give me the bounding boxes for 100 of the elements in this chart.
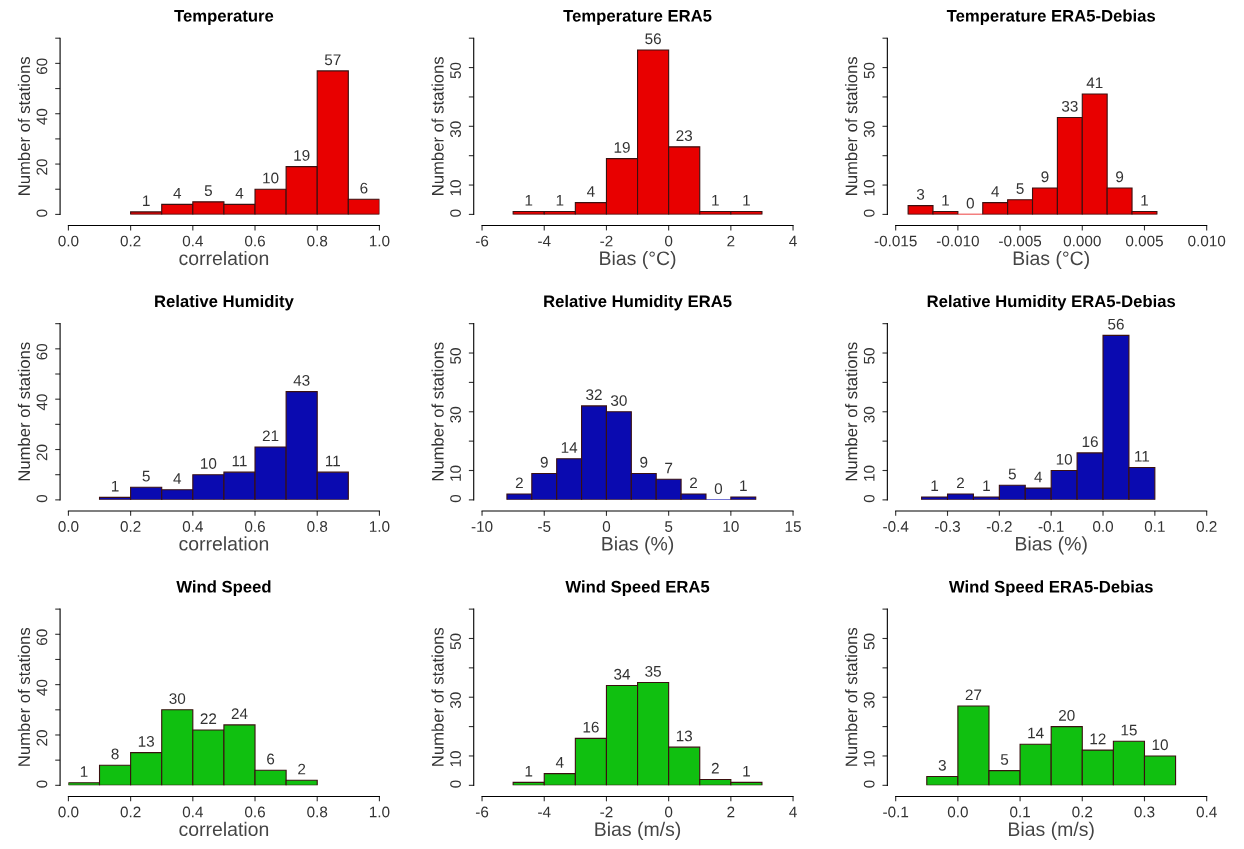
data-label: 4 xyxy=(235,187,244,199)
data-label: 32 xyxy=(586,389,602,401)
data-label: 1 xyxy=(740,480,747,491)
x-tick-label: 0 xyxy=(665,235,673,247)
data-label: 24 xyxy=(231,708,248,719)
y-axis-title: Number of stations xyxy=(431,56,444,195)
data-label: 10 xyxy=(1056,453,1073,465)
y-tick-label: 10 xyxy=(863,751,875,767)
y-tick-label: 30 xyxy=(863,692,875,709)
x-tick-label: -0.4 xyxy=(883,521,909,532)
y-tick-label: 10 xyxy=(863,465,875,481)
x-tick-label: 0.2 xyxy=(1072,806,1093,818)
data-label: 5 xyxy=(1000,754,1009,765)
data-label: 10 xyxy=(1152,739,1168,751)
x-tick-label: 0.0 xyxy=(58,235,79,247)
data-label: 9 xyxy=(540,456,548,468)
data-label: 2 xyxy=(298,763,306,775)
x-axis-title: Bias (°C) xyxy=(600,250,676,269)
data-label: 3 xyxy=(916,188,925,200)
data-label: 1 xyxy=(712,195,719,206)
data-label: 13 xyxy=(138,735,154,747)
data-label: 19 xyxy=(294,149,310,161)
x-axis-title: Bias (m/s) xyxy=(595,821,681,840)
y-tick-label: 50 xyxy=(450,348,461,364)
data-label: 5 xyxy=(204,185,212,197)
chart-title: Wind Speed xyxy=(176,580,271,596)
chart-title: Wind Speed ERA5 xyxy=(565,580,710,596)
x-tick-label: 15 xyxy=(785,521,801,532)
x-tick-label: 0.4 xyxy=(182,235,203,247)
data-label: 1 xyxy=(556,195,564,206)
data-label: 16 xyxy=(1082,436,1098,448)
y-tick-label: 40 xyxy=(36,679,48,696)
data-label: 33 xyxy=(1061,100,1078,112)
data-label: 9 xyxy=(640,456,648,468)
x-tick-label: 0.0 xyxy=(947,806,968,818)
y-axis-title: Number of stations xyxy=(845,56,858,195)
data-label: 6 xyxy=(267,753,275,765)
data-label: 0 xyxy=(714,483,723,495)
y-tick-label: 30 xyxy=(450,121,461,138)
data-label: 14 xyxy=(561,442,578,453)
x-tick-label: 2 xyxy=(727,806,735,818)
data-label: 6 xyxy=(360,182,368,194)
y-tick-label: 0 xyxy=(450,209,461,217)
data-label: 4 xyxy=(587,186,595,197)
data-label: 4 xyxy=(173,473,182,484)
data-label: 2 xyxy=(515,477,523,489)
y-tick-label: 20 xyxy=(36,159,48,175)
data-label: 9 xyxy=(1041,171,1049,183)
x-axis-title: Bias (m/s) xyxy=(1009,821,1094,840)
data-label: 5 xyxy=(1008,468,1016,480)
x-axis-title: Bias (°C) xyxy=(1013,250,1089,269)
x-tick-label: -2 xyxy=(600,806,613,818)
y-tick-label: 10 xyxy=(450,465,461,481)
data-label: 10 xyxy=(263,172,279,184)
y-tick-label: 30 xyxy=(863,406,875,423)
x-tick-label: 1.0 xyxy=(369,806,390,818)
x-tick-label: 4 xyxy=(789,806,797,818)
data-label: 1 xyxy=(111,480,119,492)
data-label: 19 xyxy=(614,142,630,153)
y-axis-title: Number of stations xyxy=(17,342,31,481)
y-tick-label: 10 xyxy=(863,180,875,196)
y-tick-label: 60 xyxy=(36,343,48,360)
data-label: 10 xyxy=(201,458,217,469)
y-tick-label: 30 xyxy=(450,406,461,423)
x-tick-label: 4 xyxy=(789,235,797,247)
x-tick-label: 0.0 xyxy=(1092,521,1114,532)
data-label: 1 xyxy=(525,195,533,206)
data-label: 5 xyxy=(1016,183,1024,194)
x-tick-label: -0.1 xyxy=(1038,521,1064,532)
x-tick-label: 0.2 xyxy=(120,235,141,247)
data-label: 20 xyxy=(1059,709,1075,721)
data-label: 15 xyxy=(1121,724,1137,736)
data-label: 11 xyxy=(1135,451,1150,462)
x-tick-label: 0.8 xyxy=(307,235,328,247)
y-tick-label: 0 xyxy=(36,209,48,217)
data-label: 22 xyxy=(200,713,217,724)
y-tick-label: 0 xyxy=(863,494,875,503)
data-label: 7 xyxy=(665,462,673,474)
x-tick-label: 0.6 xyxy=(245,235,265,247)
x-tick-label: 0.8 xyxy=(307,521,328,532)
y-axis-title: Number of stations xyxy=(17,56,31,195)
data-label: 1 xyxy=(143,195,150,206)
x-tick-label: 0.6 xyxy=(245,521,265,532)
x-tick-label: 0.4 xyxy=(1196,806,1217,818)
x-tick-label: 0.3 xyxy=(1134,806,1155,818)
x-tick-label: 0.0 xyxy=(58,521,79,532)
x-axis-title: Bias (%) xyxy=(1016,536,1087,555)
chart-title: Relative Humidity ERA5-Debias xyxy=(927,294,1176,311)
y-tick-label: 50 xyxy=(863,62,875,79)
y-axis-title: Number of stations xyxy=(431,342,444,481)
data-label: 30 xyxy=(610,395,627,406)
y-tick-label: 50 xyxy=(863,633,875,650)
x-tick-label: -0.2 xyxy=(986,521,1012,532)
x-axis-title: correlation xyxy=(179,536,269,551)
data-label: 4 xyxy=(1034,471,1043,483)
x-tick-label: -6 xyxy=(475,806,489,818)
data-label: 1 xyxy=(80,766,88,777)
x-tick-label: 0 xyxy=(602,521,611,532)
x-tick-label: 1.0 xyxy=(369,235,390,247)
x-tick-label: 0.005 xyxy=(1125,235,1163,247)
